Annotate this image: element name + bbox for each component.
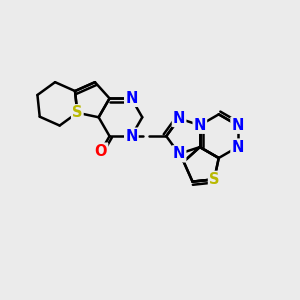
Text: N: N [194, 118, 206, 133]
Text: N: N [173, 146, 185, 161]
Text: N: N [232, 118, 244, 133]
Text: S: S [209, 172, 220, 187]
Text: N: N [125, 91, 138, 106]
Text: O: O [95, 144, 107, 159]
Text: N: N [173, 111, 185, 126]
Text: N: N [125, 129, 138, 144]
Text: S: S [72, 105, 83, 120]
Text: N: N [232, 140, 244, 154]
